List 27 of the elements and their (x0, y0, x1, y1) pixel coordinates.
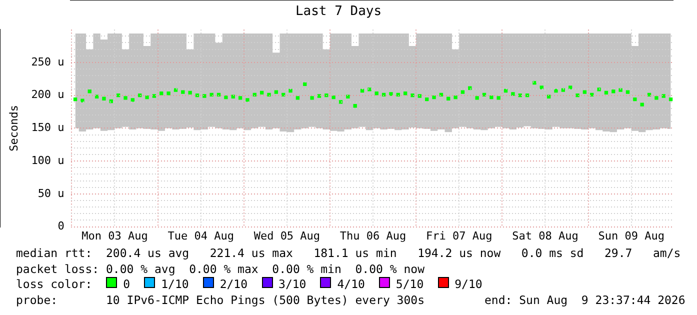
legend-label: 1/10 (161, 277, 189, 293)
y-tick-label: 50 u (38, 186, 64, 200)
y-axis-title: Seconds (7, 105, 20, 152)
x-tick-label: Thu 06 Aug (340, 229, 406, 242)
x-tick-label: Fri 07 Aug (426, 229, 492, 242)
y-tick-label: 150 u (31, 121, 64, 134)
chart-title: Last 7 Days (295, 4, 382, 20)
legend-label: 2/10 (220, 277, 248, 293)
legend-label: 0 (123, 277, 130, 293)
y-tick-label: 0 (58, 220, 64, 233)
legend-title: loss color: (16, 277, 92, 293)
y-tick-label: 250 u (31, 55, 64, 68)
text: median rtt: 200.4 us avg 221.4 us max 181.1 us min 194.2 us now 0.0 ms sd 29.7 am/s (16, 246, 682, 262)
x-tick-label: Sun 09 Aug (598, 229, 664, 242)
legend-label: 3/10 (278, 277, 306, 293)
text: packet loss: 0.00 % avg 0.00 % max 0.00 % min 0.00 % now (16, 262, 426, 278)
legend-label: 9/10 (454, 277, 482, 293)
x-tick-label: Wed 05 Aug (254, 229, 320, 242)
legend-label: 4/10 (337, 277, 365, 293)
text: end: Sun Aug 9 23:37:44 2026 (484, 292, 686, 308)
text: probe: 10 IPv6-ICMP Echo Pings (500 Bytes) every 300s (16, 292, 424, 308)
y-tick-label: 100 u (31, 154, 64, 167)
x-tick-label: Mon 03 Aug (82, 229, 148, 242)
x-tick-label: Tue 04 Aug (168, 229, 234, 242)
x-tick-label: Sat 08 Aug (512, 229, 578, 242)
legend-label: 5/10 (396, 277, 424, 293)
y-tick-label: 200 u (31, 88, 64, 102)
